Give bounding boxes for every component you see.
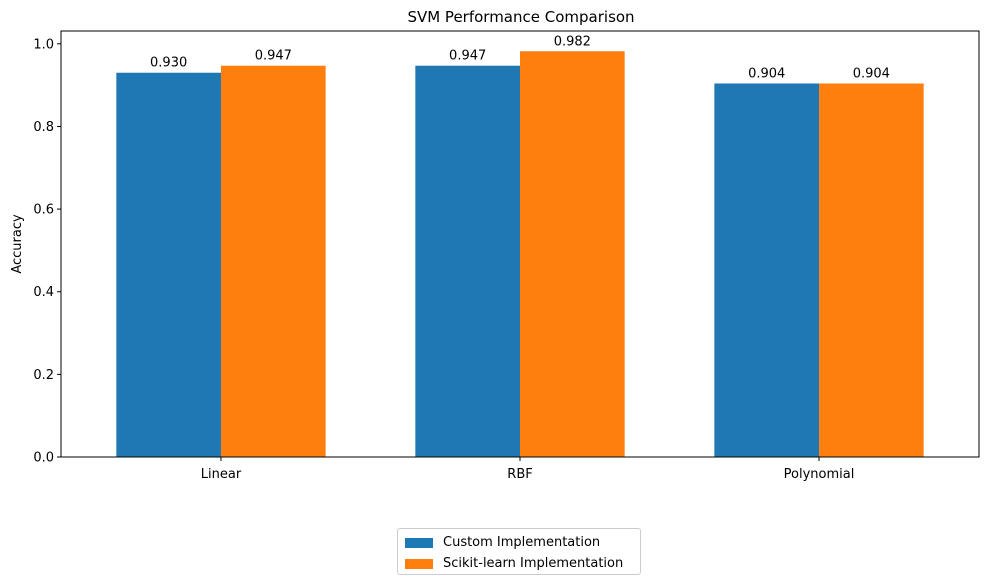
bar bbox=[415, 65, 520, 458]
bar-value-label: 0.930 bbox=[150, 56, 187, 71]
bar bbox=[520, 51, 625, 457]
legend: Custom Implementation Scikit-learn Imple… bbox=[397, 528, 641, 575]
x-tick-label: RBF bbox=[507, 467, 532, 482]
bar bbox=[714, 83, 820, 457]
legend-item-sklearn: Scikit-learn Implementation bbox=[405, 554, 633, 573]
y-tick-label: 1.0 bbox=[33, 37, 54, 52]
legend-label-custom: Custom Implementation bbox=[443, 535, 601, 550]
y-tick-label: 0.8 bbox=[33, 120, 54, 135]
y-tick-label: 0.0 bbox=[33, 451, 54, 466]
legend-swatch-custom bbox=[405, 537, 433, 548]
bar-value-label: 0.904 bbox=[748, 66, 785, 81]
bar-value-label: 0.982 bbox=[554, 34, 591, 49]
y-tick-label: 0.2 bbox=[33, 368, 54, 383]
legend-item-custom: Custom Implementation bbox=[405, 533, 633, 552]
plot-area: 0.930 0.947 0.904 0.947 0.982 0.904 0.0 0.2 0.4 0… bbox=[33, 30, 980, 482]
legend-label-sklearn: Scikit-learn Implementation bbox=[443, 556, 624, 571]
chart-title: SVM Performance Comparison bbox=[407, 8, 634, 26]
bar bbox=[220, 65, 326, 458]
bar bbox=[819, 83, 924, 457]
x-tick-label: Linear bbox=[201, 467, 242, 482]
y-axis-label: Accuracy bbox=[10, 214, 25, 274]
bar-value-label: 0.947 bbox=[255, 49, 292, 64]
bar bbox=[116, 72, 221, 457]
y-tick-label: 0.6 bbox=[33, 203, 54, 218]
y-tick-label: 0.4 bbox=[33, 285, 54, 300]
bar-value-label: 0.947 bbox=[449, 49, 486, 64]
legend-swatch-sklearn bbox=[405, 558, 433, 569]
x-tick-label: Polynomial bbox=[784, 467, 855, 482]
bar-value-label: 0.904 bbox=[853, 66, 890, 81]
